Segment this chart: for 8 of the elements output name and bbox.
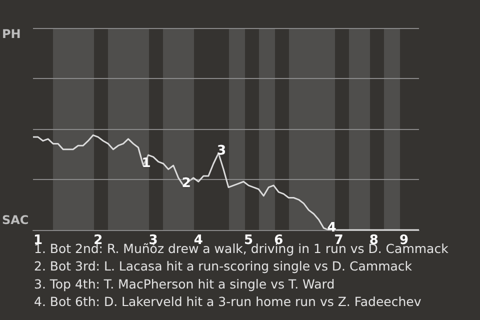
text: 2. Bot 3rd: L. Lacasa hit a run-scoring single vs D. Cammack (34, 258, 413, 274)
text: SAC (2, 213, 29, 227)
text: 4. Bot 6th: D. Lakerveld hit a 3-run home run vs Z. Fadeechev (34, 294, 422, 310)
text: PH (2, 27, 21, 41)
x-tick-label: 5 (244, 233, 254, 248)
annotation: 1 (142, 156, 151, 172)
text: 3. Top 4th: T. MacPherson hit a single vs T. Ward (34, 276, 335, 292)
annotation: 3 (216, 144, 226, 159)
